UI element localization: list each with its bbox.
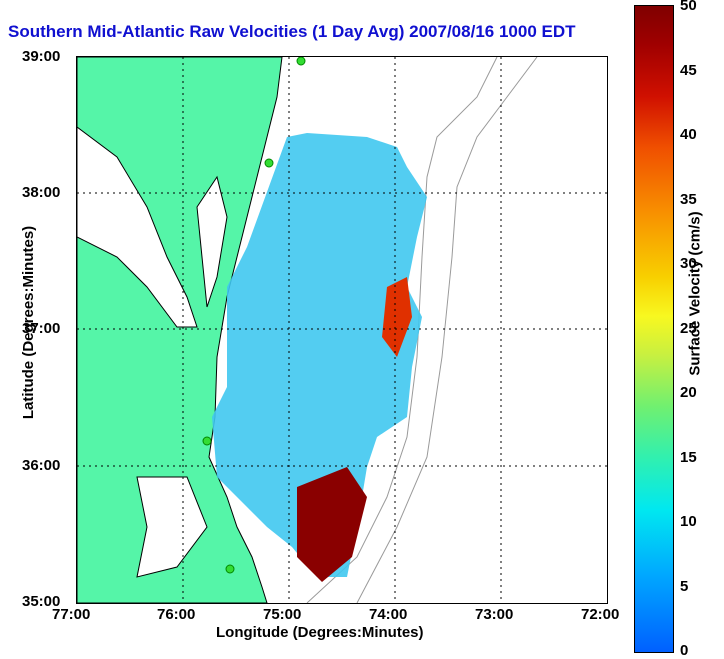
x-tick: 74:00 xyxy=(369,606,408,623)
y-tick: 39:00 xyxy=(22,48,61,65)
colorbar xyxy=(634,5,674,653)
colorbar-tick: 15 xyxy=(680,449,697,466)
map-frame xyxy=(76,56,608,604)
bathymetry-contours xyxy=(306,57,538,603)
map-canvas xyxy=(77,57,607,603)
x-tick: 73:00 xyxy=(475,606,514,623)
colorbar-tick: 5 xyxy=(680,578,689,595)
y-axis-label: Latitude (Degrees:Minutes) xyxy=(20,225,38,420)
y-tick: 37:00 xyxy=(22,320,61,337)
colorbar-tick: 10 xyxy=(680,513,697,530)
x-tick: 75:00 xyxy=(263,606,302,623)
y-tick: 35:00 xyxy=(22,593,61,610)
x-axis-label: Longitude (Degrees:Minutes) xyxy=(216,624,424,641)
colorbar-label: Surface Velocity (cm/s) xyxy=(686,211,704,376)
x-tick: 77:00 xyxy=(52,606,91,623)
graticule xyxy=(77,57,607,603)
colorbar-tick: 45 xyxy=(680,62,697,79)
bay-water xyxy=(77,126,228,578)
station-markers xyxy=(202,57,306,574)
colorbar-tick: 35 xyxy=(680,191,697,208)
colorbar-tick: 25 xyxy=(680,320,697,337)
colorbar-tick: 50 xyxy=(680,0,697,14)
y-tick: 38:00 xyxy=(22,184,61,201)
colorbar-tick: 0 xyxy=(680,642,689,659)
velocity-high-south xyxy=(297,467,367,582)
y-tick: 36:00 xyxy=(22,457,61,474)
x-tick: 72:00 xyxy=(581,606,620,623)
map-title: Southern Mid-Atlantic Raw Velocities (1 … xyxy=(8,22,576,41)
colorbar-tick: 30 xyxy=(680,255,697,272)
colorbar-tick: 40 xyxy=(680,126,697,143)
x-tick: 76:00 xyxy=(157,606,196,623)
velocity-high-east xyxy=(382,277,412,357)
velocity-field xyxy=(212,133,427,577)
colorbar-tick: 20 xyxy=(680,384,697,401)
